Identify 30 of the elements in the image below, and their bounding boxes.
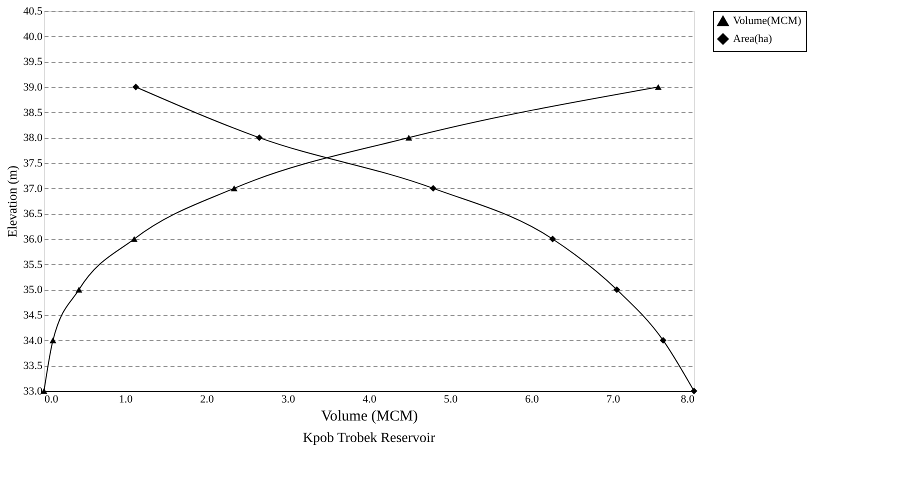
y-tick-label: 33.5 (23, 360, 43, 372)
y-tick-label: 36.5 (23, 208, 43, 220)
x-tick-label: 0.0 (44, 394, 59, 406)
y-tick-label: 37.5 (23, 158, 43, 170)
x-tick-label: 8.0 (680, 394, 695, 406)
y-tick-label: 34.5 (23, 310, 43, 322)
y-axis-title: Elevation (m) (4, 166, 20, 238)
y-tick-label: 34.0 (23, 334, 43, 347)
x-tick-label: 2.0 (200, 394, 214, 406)
x-tick-label: 5.0 (444, 394, 458, 406)
y-tick-label: 35.0 (23, 284, 43, 296)
y-tick-label: 39.0 (23, 82, 43, 94)
y-tick-label: 33.0 (23, 386, 43, 398)
x-tick-label: 1.0 (118, 394, 134, 406)
x-axis-title: Volume (MCM) (321, 408, 418, 424)
x-tick-label: 3.0 (281, 394, 296, 406)
text: Kpob Trobek Reservoir (302, 431, 436, 446)
y-tick-label: 40.0 (23, 30, 43, 43)
y-tick-label: 38.0 (23, 132, 43, 144)
y-tick-label: 36.0 (23, 234, 43, 246)
x-tick-label: 4.0 (362, 394, 377, 406)
legend-label: Area(ha) (733, 33, 772, 45)
y-tick-label: 37.0 (23, 182, 43, 195)
y-tick-label: 38.5 (23, 106, 43, 119)
y-tick-label: 35.5 (23, 258, 43, 271)
x-tick-label: 6.0 (525, 394, 540, 406)
x-tick-label: 7.0 (606, 394, 621, 406)
y-tick-label: 39.5 (23, 56, 43, 68)
legend-label: Volume(MCM) (733, 15, 802, 27)
y-tick-label: 40.5 (23, 6, 43, 18)
